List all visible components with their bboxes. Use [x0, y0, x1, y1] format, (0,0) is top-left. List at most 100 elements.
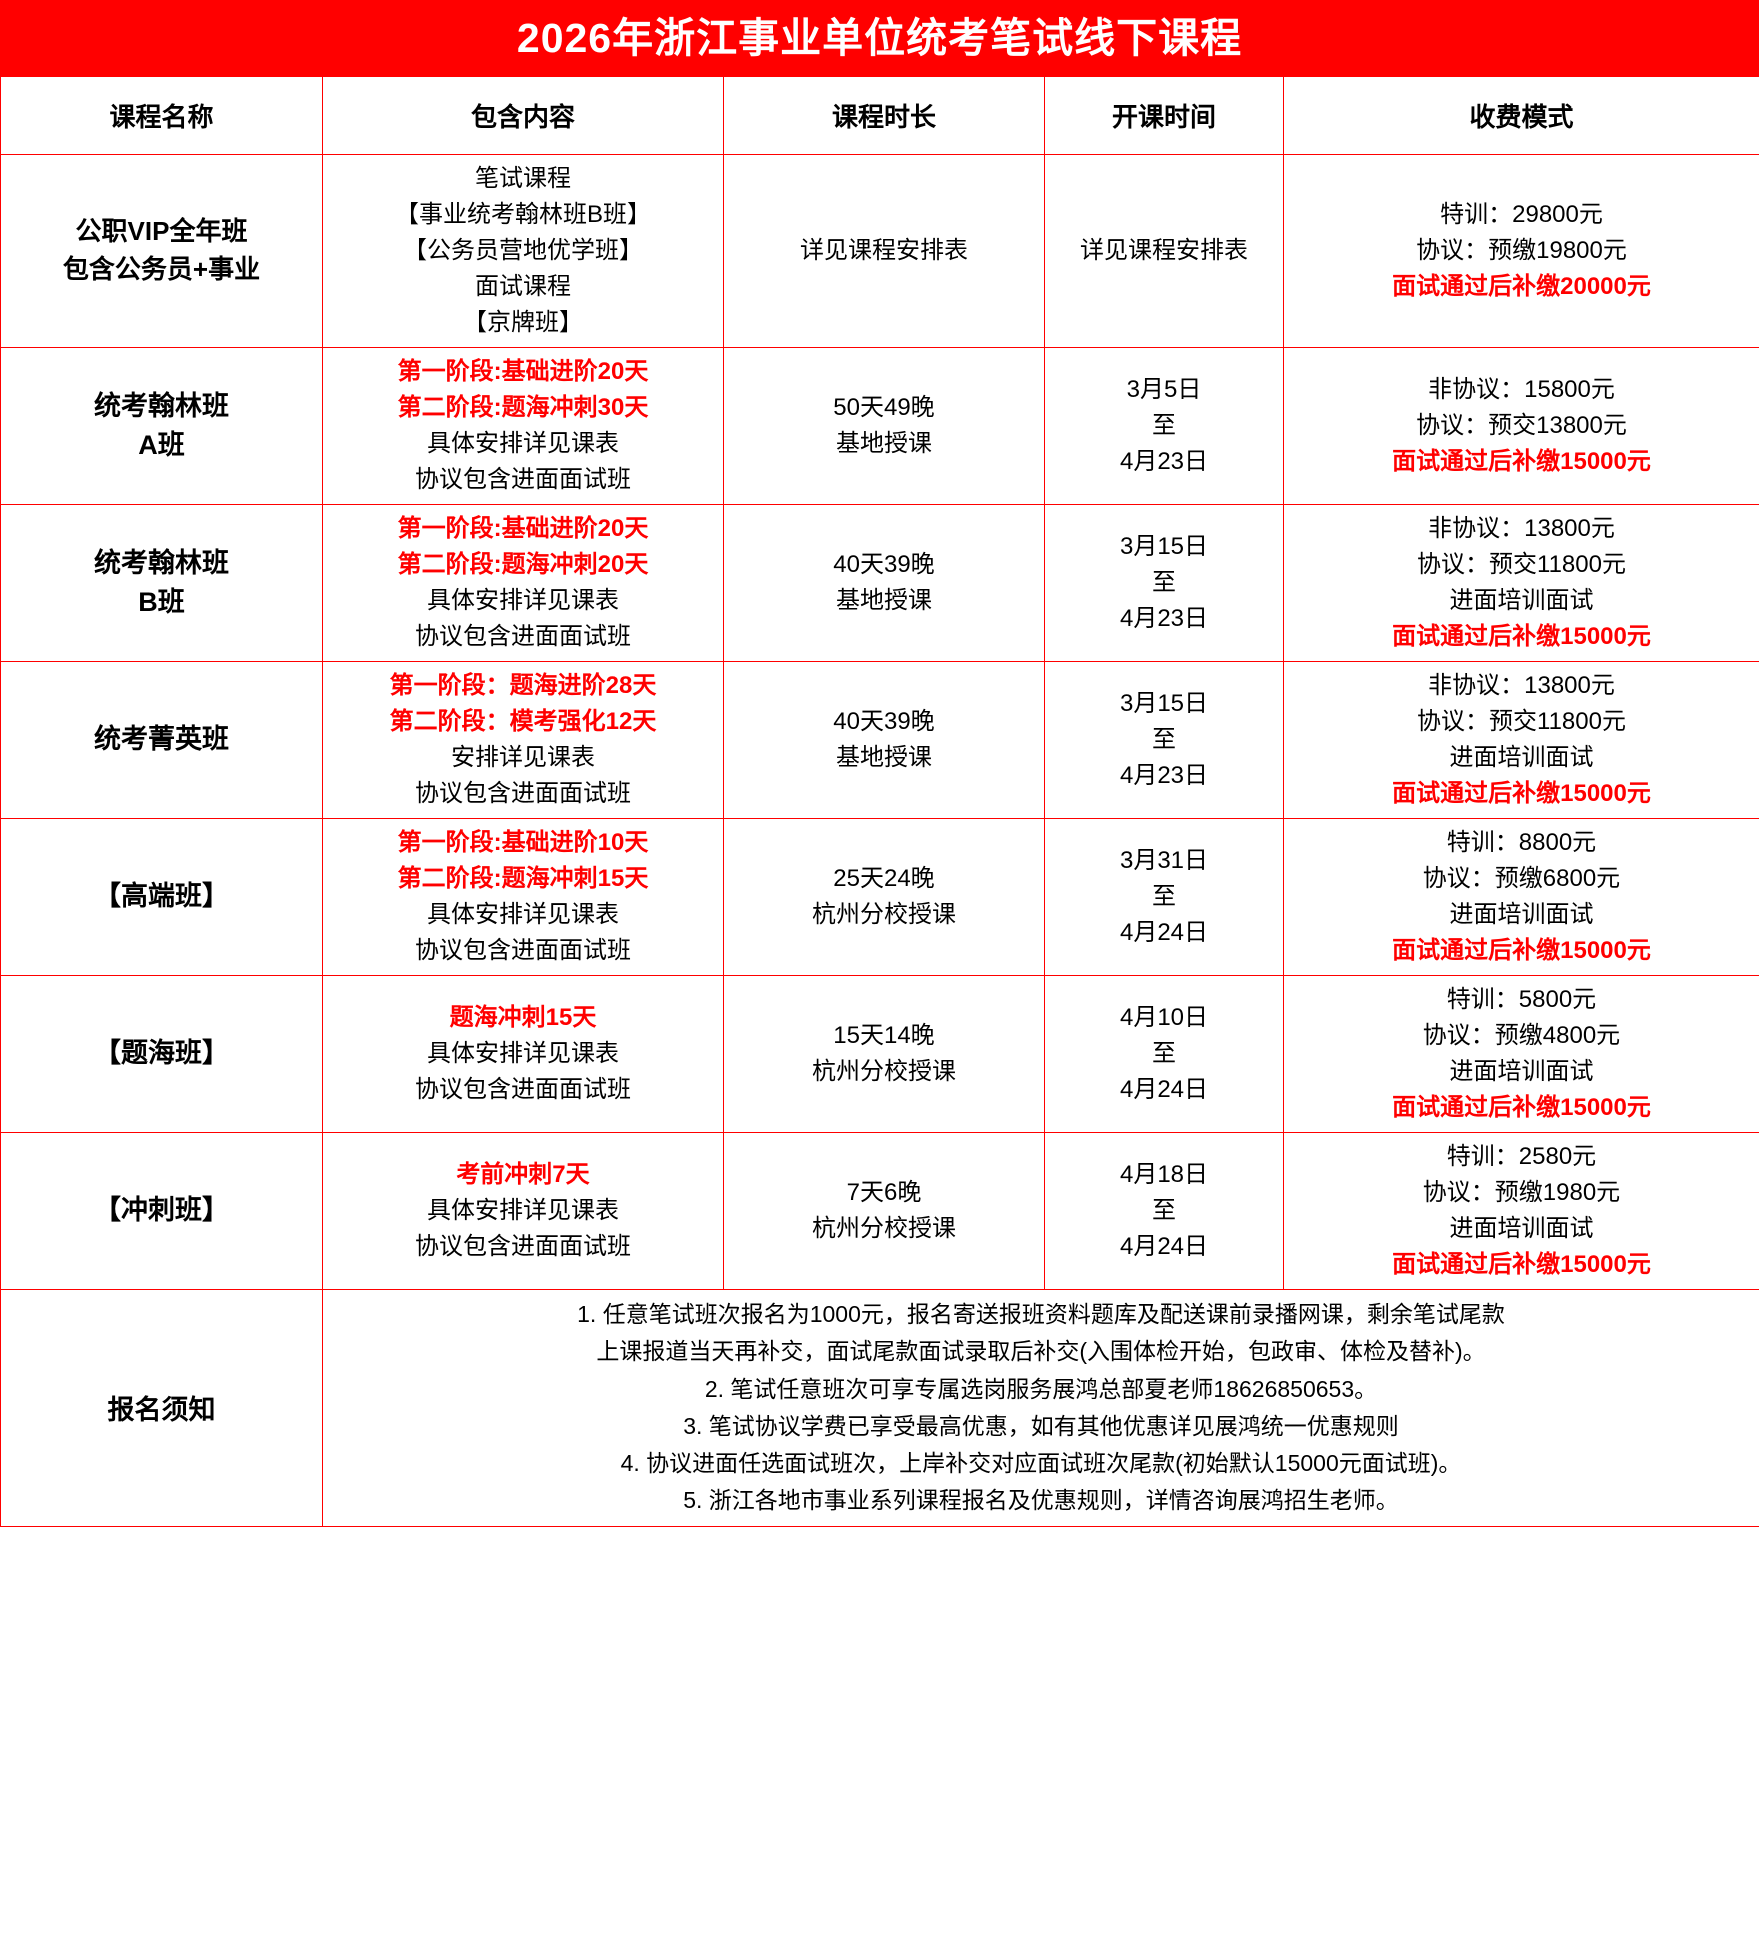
text-line: 基地授课: [836, 587, 932, 614]
text-line: 具体安排详见课表: [427, 1197, 619, 1224]
highlight-text-line: 第二阶段:题海冲刺20天: [397, 551, 649, 578]
cell-fee-mode: 特训：2580元 协议：预缴1980元 进面培训面试 面试通过后补缴15000元: [1283, 1132, 1759, 1290]
cell-duration: 40天39晚 基地授课: [723, 504, 1045, 662]
table-body: 公职VIP全年班 包含公务员+事业 笔试课程 【事业统考翰林班B班】 【公务员营地优学班…: [0, 154, 1759, 1527]
cell-duration: 50天49晚 基地授课: [723, 347, 1045, 505]
text-line: 4月18日: [1119, 1161, 1209, 1188]
cell-included-content: 第一阶段:基础进阶20天 第二阶段:题海冲刺20天 具体安排详见课表 协议包含进面面试…: [322, 504, 724, 662]
highlight-text-line: 面试通过后补缴15000元: [1392, 937, 1651, 964]
cell-course-name: 【冲刺班】: [0, 1132, 323, 1290]
text-line: 【事业统考翰林班B班】: [394, 201, 651, 228]
text-line: 至: [1152, 569, 1176, 596]
highlight-text-line: 第二阶段:题海冲刺30天: [397, 394, 649, 421]
text-line: 具体安排详见课表: [427, 1040, 619, 1067]
text-line: 特训：2580元: [1446, 1143, 1597, 1170]
cell-fee-mode: 非协议：15800元 协议：预交13800元 面试通过后补缴15000元: [1283, 347, 1759, 505]
note-item: 1. 任意笔试班次报名为1000元，报名寄送报班资料题库及配送课前录播网课，剩余…: [577, 1301, 1505, 1327]
cell-included-content: 考前冲刺7天 具体安排详见课表 协议包含进面面试班: [322, 1132, 724, 1290]
text-line: 统考翰林班: [94, 390, 229, 421]
cell-fee-mode: 非协议：13800元 协议：预交11800元 进面培训面试 面试通过后补缴15000元: [1283, 504, 1759, 662]
text-line: 至: [1152, 412, 1176, 439]
cell-duration: 15天14晚 杭州分校授课: [723, 975, 1045, 1133]
text-line: 3月15日: [1119, 533, 1209, 560]
highlight-text-line: 第一阶段：题海进阶28天: [389, 672, 657, 699]
text-line: 至: [1152, 726, 1176, 753]
text-line: 协议包含进面面试班: [415, 1076, 631, 1103]
text-line: 【京牌班】: [463, 309, 583, 336]
highlight-text-line: 面试通过后补缴15000元: [1392, 1094, 1651, 1121]
cell-included-content: 题海冲刺15天 具体安排详见课表 协议包含进面面试班: [322, 975, 724, 1133]
text-line: 非协议：15800元: [1428, 376, 1615, 403]
highlight-text-line: 第二阶段：模考强化12天: [389, 708, 657, 735]
text-line: 4月23日: [1119, 762, 1209, 789]
text-line: 协议包含进面面试班: [415, 937, 631, 964]
text-line: 特训：8800元: [1446, 829, 1597, 856]
cell-fee-mode: 特训：29800元 协议：预缴19800元 面试通过后补缴20000元: [1283, 154, 1759, 348]
table-row: 【冲刺班】 考前冲刺7天 具体安排详见课表 协议包含进面面试班 7天6晚 杭州分校授课 4月…: [0, 1132, 1759, 1290]
text-line: 非协议：13800元: [1428, 515, 1615, 542]
text-line: 协议：预缴19800元: [1416, 237, 1627, 264]
text-line: 进面培训面试: [1449, 901, 1594, 928]
text-line: 基地授课: [836, 744, 932, 771]
text-line: 协议包含进面面试班: [415, 466, 631, 493]
text-line: 详见课程安排表: [1080, 237, 1248, 264]
text-line: 笔试课程: [475, 165, 571, 192]
note-item: 3. 笔试协议学费已享受最高优惠，如有其他优惠详见展鸿统一优惠规则: [683, 1412, 1399, 1439]
text-line: 40天39晚: [833, 708, 935, 735]
cell-fee-mode: 特训：8800元 协议：预缴6800元 进面培训面试 面试通过后补缴15000元: [1283, 818, 1759, 976]
note-item: 2. 笔试任意班次可享专属选岗服务展鸿总部夏老师18626850653。: [704, 1375, 1378, 1402]
title-banner: 2026年浙江事业单位统考笔试线下课程: [0, 0, 1759, 76]
text-line: 安排详见课表: [451, 744, 595, 771]
table-row: 统考菁英班 第一阶段：题海进阶28天 第二阶段：模考强化12天 安排详见课表 协议包含进…: [0, 661, 1759, 819]
page-title: 2026年浙江事业单位统考笔试线下课程: [516, 14, 1243, 61]
highlight-text-line: 面试通过后补缴15000元: [1392, 1251, 1651, 1278]
cell-start-time: 3月15日至 4月23日: [1044, 504, 1284, 662]
table-row: 【题海班】 题海冲刺15天 具体安排详见课表 协议包含进面面试班 15天14晚 杭州分校授…: [0, 975, 1759, 1133]
highlight-text-line: 第一阶段:基础进阶20天: [397, 515, 649, 542]
text-line: 4月24日: [1119, 919, 1209, 946]
note-item: 上课报道当天再补交，面试尾款面试录取后补交(入围体检开始，包政审、体检及替补)。: [596, 1338, 1486, 1365]
text-line: 【题海班】: [94, 1038, 229, 1069]
highlight-text-line: 第二阶段:题海冲刺15天: [397, 865, 649, 892]
column-header-start-time: 开课时间: [1044, 76, 1284, 155]
text-line: 50天49晚: [833, 394, 935, 421]
text-line: 【冲刺班】: [94, 1195, 229, 1226]
text-line: 具体安排详见课表: [427, 901, 619, 928]
cell-duration: 7天6晚 杭州分校授课: [723, 1132, 1045, 1290]
text-line: 特训：29800元: [1440, 201, 1603, 228]
text-line: 至: [1152, 1197, 1176, 1224]
highlight-text-line: 第一阶段:基础进阶10天: [397, 829, 649, 856]
notes-label: 报名须知: [0, 1289, 323, 1527]
text-line: 15天14晚: [833, 1022, 935, 1049]
highlight-text-line: 面试通过后补缴15000元: [1392, 448, 1651, 475]
table-header-row: 课程名称 包含内容 课程时长 开课时间 收费模式: [0, 76, 1759, 155]
course-price-sheet: 2026年浙江事业单位统考笔试线下课程 课程名称 包含内容 课程时长 开课时间 …: [0, 0, 1759, 1527]
text-line: A班: [138, 430, 185, 460]
table-header: 课程名称 包含内容 课程时长 开课时间 收费模式: [0, 76, 1759, 155]
text-line: 7天6晚: [846, 1179, 922, 1206]
text-line: 统考菁英班: [94, 724, 229, 755]
cell-duration: 40天39晚 基地授课: [723, 661, 1045, 819]
cell-duration: 25天24晚 杭州分校授课: [723, 818, 1045, 976]
text-line: 4月10日: [1119, 1004, 1209, 1031]
cell-course-name: 统考翰林班 B班: [0, 504, 323, 662]
text-line: 具体安排详见课表: [427, 587, 619, 614]
text-line: 40天39晚: [833, 551, 935, 578]
cell-included-content: 第一阶段：题海进阶28天 第二阶段：模考强化12天 安排详见课表 协议包含进面面试班: [322, 661, 724, 819]
cell-included-content: 第一阶段:基础进阶20天 第二阶段:题海冲刺30天 具体安排详见课表 协议包含进面面试…: [322, 347, 724, 505]
text-line: 至: [1152, 1040, 1176, 1067]
column-header-fee-mode: 收费模式: [1283, 76, 1759, 155]
highlight-text-line: 面试通过后补缴15000元: [1392, 780, 1651, 807]
table-row: 统考翰林班 B班 第一阶段:基础进阶20天 第二阶段:题海冲刺20天 具体安排详见课表协…: [0, 504, 1759, 662]
text-line: 4月23日: [1119, 448, 1209, 475]
cell-start-time: 详见课程安排表: [1044, 154, 1284, 348]
cell-included-content: 第一阶段:基础进阶10天 第二阶段:题海冲刺15天 具体安排详见课表 协议包含进面面试…: [322, 818, 724, 976]
text-line: 进面培训面试: [1449, 744, 1594, 771]
highlight-text-line: 面试通过后补缴15000元: [1392, 623, 1651, 650]
notes-row: 报名须知 1. 任意笔试班次报名为1000元，报名寄送报班资料题库及配送课前录播网…: [0, 1289, 1759, 1527]
note-item: 4. 协议进面任选面试班次，上岸补交对应面试班次尾款(初始默认15000元面试班…: [620, 1450, 1462, 1476]
highlight-text-line: 面试通过后补缴20000元: [1392, 273, 1651, 300]
text-line: 非协议：13800元: [1428, 672, 1615, 699]
text-line: 协议：预交13800元: [1416, 412, 1627, 439]
cell-course-name: 【题海班】: [0, 975, 323, 1133]
